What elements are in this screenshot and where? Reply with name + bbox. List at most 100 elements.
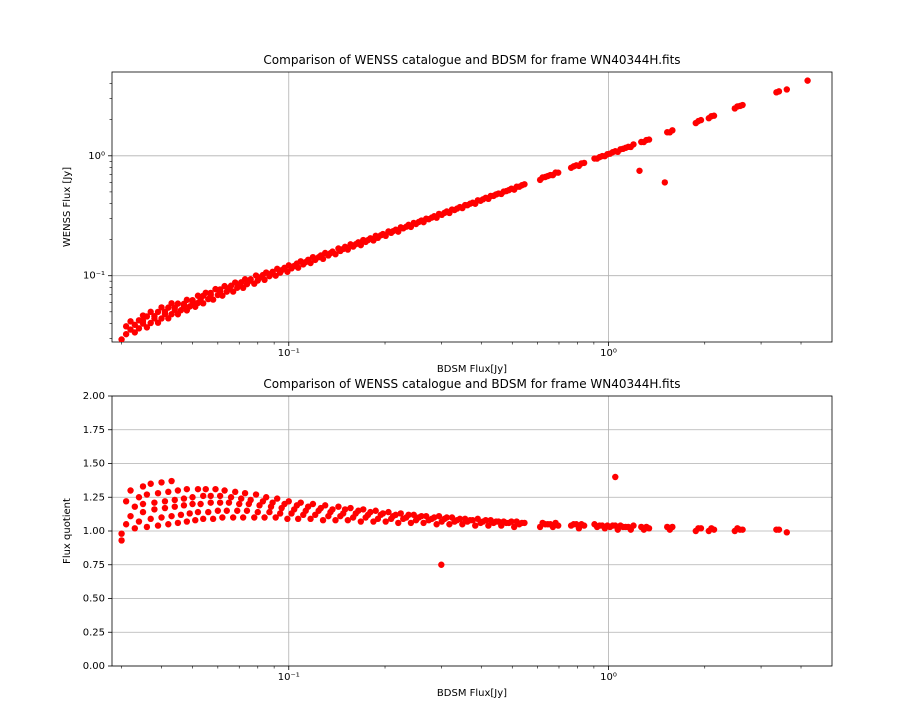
data-point <box>140 483 146 489</box>
data-point <box>127 513 133 519</box>
data-point <box>127 487 133 493</box>
data-point <box>274 495 280 501</box>
data-point <box>217 499 223 505</box>
data-point <box>187 510 193 516</box>
data-point-outlier <box>118 537 124 543</box>
ytick-label: 1.00 <box>83 526 105 537</box>
data-point <box>253 491 259 497</box>
ytick-label: 0.00 <box>83 661 105 672</box>
data-point <box>711 526 717 532</box>
ytick-label: 1.50 <box>83 459 105 470</box>
data-point-outlier <box>612 474 618 480</box>
data-point <box>181 502 187 508</box>
data-point <box>247 497 253 503</box>
data-point <box>360 506 366 512</box>
data-point <box>277 510 283 516</box>
data-point <box>200 493 206 499</box>
ytick-label: 2.00 <box>83 391 105 402</box>
data-point <box>329 506 335 512</box>
chart-title: Comparison of WENSS catalogue and BDSM f… <box>263 377 680 391</box>
data-point <box>266 509 272 515</box>
data-point <box>192 517 198 523</box>
data-point <box>310 501 316 507</box>
data-point <box>162 498 168 504</box>
data-point <box>263 494 269 500</box>
data-point <box>776 526 782 532</box>
data-point <box>195 509 201 515</box>
data-point <box>208 499 214 505</box>
data-point <box>178 512 184 518</box>
data-point <box>205 509 211 515</box>
data-point <box>372 508 378 514</box>
data-point <box>155 522 161 528</box>
data-point <box>630 522 636 528</box>
data-point <box>436 513 442 519</box>
data-point <box>232 489 238 495</box>
data-point <box>151 499 157 505</box>
y-axis-label: Flux quotient <box>62 498 73 564</box>
data-point <box>284 516 290 522</box>
data-point <box>148 481 154 487</box>
data-point <box>132 525 138 531</box>
data-point <box>158 479 164 485</box>
data-point <box>197 501 203 507</box>
data-point <box>184 486 190 492</box>
data-point <box>234 508 240 514</box>
data-point <box>238 495 244 501</box>
ytick-label: 0.25 <box>83 627 105 638</box>
data-point <box>123 498 129 504</box>
data-point <box>221 487 227 493</box>
data-point <box>118 531 124 537</box>
bottom-chart: 10⁻¹10⁰0.000.250.500.751.001.251.501.752… <box>0 0 900 720</box>
data-point <box>168 513 174 519</box>
xtick-label: 10⁻¹ <box>278 672 300 683</box>
ytick-label: 1.25 <box>83 492 105 503</box>
data-point <box>210 516 216 522</box>
data-point <box>669 524 675 530</box>
data-point <box>140 501 146 507</box>
data-point <box>189 494 195 500</box>
ytick-label: 0.75 <box>83 560 105 571</box>
data-point <box>203 486 209 492</box>
data-point <box>395 520 401 526</box>
data-point <box>255 509 261 515</box>
data-point <box>261 514 267 520</box>
data-point <box>189 501 195 507</box>
data-point <box>298 499 304 505</box>
data-point <box>555 522 561 528</box>
data-point <box>212 486 218 492</box>
data-point <box>165 489 171 495</box>
data-point <box>165 521 171 527</box>
data-point <box>224 508 230 514</box>
x-axis-label: BDSM Flux[Jy] <box>437 688 507 699</box>
data-point <box>739 526 745 532</box>
data-point <box>184 518 190 524</box>
data-point <box>136 494 142 500</box>
data-point <box>158 514 164 520</box>
data-point <box>320 517 326 523</box>
data-point <box>140 509 146 515</box>
data-point <box>172 504 178 510</box>
data-point <box>144 491 150 497</box>
data-point <box>172 497 178 503</box>
data-point <box>322 502 328 508</box>
data-point <box>208 493 214 499</box>
data-point <box>162 505 168 511</box>
data-point-outlier <box>438 562 444 568</box>
data-point <box>230 514 236 520</box>
data-point <box>217 493 223 499</box>
data-point <box>144 524 150 530</box>
data-point <box>295 516 301 522</box>
data-point <box>151 506 157 512</box>
data-point <box>380 510 386 516</box>
data-point <box>219 514 225 520</box>
data-point <box>123 521 129 527</box>
data-point <box>335 504 341 510</box>
data-point <box>383 518 389 524</box>
data-point <box>215 508 221 514</box>
data-point <box>148 516 154 522</box>
data-point <box>168 478 174 484</box>
data-point <box>132 504 138 510</box>
data-point <box>195 486 201 492</box>
data-point <box>347 505 353 511</box>
